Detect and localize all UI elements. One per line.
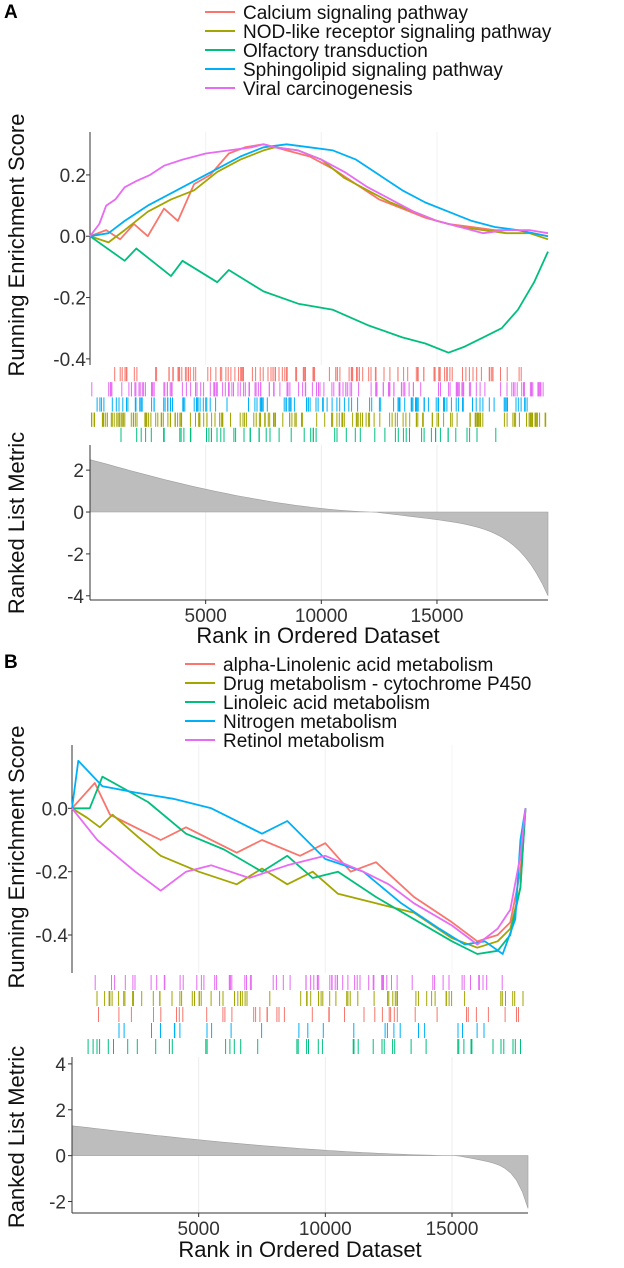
metric-area-b: [71, 1125, 529, 1209]
es-ytick-label-a-0: -0.4: [53, 350, 86, 371]
metric-xtick-label-b-1: 10000: [299, 1219, 352, 1240]
enrichment-score-plot-b: -0.4 -0.2 0.0: [35, 745, 527, 973]
metric-ytick-label-b-1: 0: [55, 1147, 66, 1168]
metric-ytick-label-a-0: -4: [67, 587, 84, 608]
es-ylabel-a: Running Enrichment Score: [4, 114, 29, 377]
legend-label-b-2: Linoleic acid metabolism: [223, 693, 430, 714]
legend-label-b-0: alpha-Linolenic acid metabolism: [223, 655, 493, 676]
es-ytick-label-a-3: 0.2: [60, 166, 86, 187]
panel-label-b: B: [4, 652, 18, 673]
es-line-b-1: [71, 807, 527, 949]
metric-ytick-label-a-2: 0: [73, 503, 84, 524]
metric-ylabel-a: Ranked List Metric: [4, 432, 29, 614]
legend-label-a-3: Sphingolipid signaling pathway: [243, 60, 503, 81]
metric-ytick-label-a-1: -2: [67, 545, 84, 566]
es-ylabel-b: Running Enrichment Score: [4, 726, 29, 989]
es-line-a-2: [89, 235, 549, 354]
es-ytick-label-b-0: -0.4: [35, 926, 68, 947]
es-ytick-label-b-1: -0.2: [35, 863, 68, 884]
legend-label-a-4: Viral carcinogenesis: [243, 79, 413, 100]
metric-ytick-label-b-0: -2: [49, 1193, 66, 1214]
metric-ylabel-b: Ranked List Metric: [4, 1046, 29, 1228]
es-line-b-2: [72, 775, 527, 955]
ranked-metric-plot-b: -2 0 2 4 5000 10000 15000: [49, 1055, 529, 1240]
ranked-metric-plot-a: -4 -2 0 2 5000 10000 15000: [67, 445, 549, 627]
metric-area-a: [89, 459, 549, 596]
metric-xtick-label-a-2: 15000: [411, 606, 464, 627]
metric-ytick-label-a-3: 2: [73, 461, 84, 482]
metric-xtick-label-b-2: 15000: [426, 1219, 479, 1240]
enrichment-score-plot-a: -0.4 -0.2 0.0 0.2: [53, 132, 549, 371]
metric-ytick-label-b-2: 2: [55, 1101, 66, 1122]
legend-label-b-3: Nitrogen metabolism: [223, 712, 397, 733]
xlabel-a: Rank in Ordered Dataset: [196, 623, 439, 648]
legend-label-a-2: Olfactory transduction: [243, 41, 428, 62]
es-line-a-4: [89, 143, 549, 237]
hit-ticks-a: [91, 367, 547, 442]
es-line-b-0: [71, 782, 527, 943]
hit-ticks-b: [87, 975, 524, 1054]
panel-label-a: A: [4, 2, 18, 23]
es-line-a-3: [89, 143, 549, 238]
es-ytick-label-a-2: 0.0: [60, 227, 86, 248]
metric-xtick-label-a-1: 10000: [295, 606, 348, 627]
legend-label-a-0: Calcium signaling pathway: [243, 3, 468, 24]
es-line-b-3: [71, 759, 527, 955]
legend-label-a-1: NOD-like receptor signaling pathway: [243, 22, 552, 43]
metric-xtick-label-a-0: 5000: [185, 606, 227, 627]
metric-xtick-label-b-0: 5000: [178, 1219, 220, 1240]
legend-label-b-4: Retinol metabolism: [223, 731, 385, 752]
es-ytick-label-b-2: 0.0: [42, 799, 68, 820]
metric-ytick-label-b-3: 4: [55, 1055, 66, 1076]
xlabel-b: Rank in Ordered Dataset: [178, 1237, 421, 1262]
es-ytick-label-a-1: -0.2: [53, 289, 86, 310]
legend-label-b-1: Drug metabolism - cytochrome P450: [223, 674, 531, 695]
es-line-b-4: [71, 807, 527, 946]
